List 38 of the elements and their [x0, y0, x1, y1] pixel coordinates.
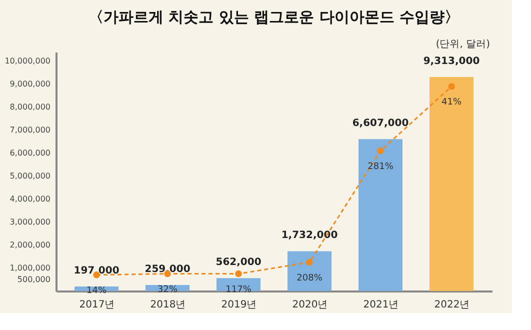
point: [306, 258, 313, 266]
x-tick-label: 2017년: [79, 300, 115, 310]
y-tick-label: 6,000,000: [10, 148, 50, 158]
data-label: 6,607,000: [352, 118, 409, 130]
x-tick-label: 2019년: [221, 300, 257, 310]
x-tick-label: 2020년: [292, 300, 328, 310]
annotation: 281%: [368, 162, 394, 172]
point: [448, 83, 455, 90]
y-tick-label: 10,000,000: [4, 56, 50, 66]
y-tick-label: 9,000,000: [10, 80, 50, 89]
y-tick-label: 7,000,000: [10, 126, 50, 135]
bar: [358, 139, 402, 291]
x-tick-label: 2021년: [363, 300, 399, 310]
text: (단위, 달러): [436, 39, 490, 50]
data-label: 562,000: [216, 257, 262, 268]
annotation: 41%: [441, 97, 462, 108]
y-tick-label: 8,000,000: [10, 102, 50, 112]
y-tick-label: 1,000,000: [10, 264, 50, 273]
data-label: 1,732,000: [281, 230, 338, 242]
y-tick-label: 2,000,000: [10, 240, 50, 250]
y-tick-label: 5,000,000: [10, 172, 50, 181]
bar: [288, 251, 332, 291]
data-label: 9,313,000: [423, 56, 480, 67]
y-tick-label: 500,000: [17, 275, 50, 284]
point: [377, 147, 384, 154]
x-tick-label: 2018년: [150, 300, 186, 310]
point: [235, 270, 242, 278]
data-label: 197,000: [74, 265, 120, 276]
data-label: 259,000: [144, 264, 190, 276]
annotation: 208%: [296, 273, 323, 284]
annotation: 117%: [226, 284, 252, 295]
annotation: 32%: [157, 284, 178, 295]
y-tick-label: 4,000,000: [10, 194, 50, 204]
bar: [216, 278, 260, 291]
x-tick-label: 2022년: [434, 300, 470, 310]
chart-title: 〈가파르게 치솟고 있는 랩그로운 다이아몬드 수입량〉: [88, 8, 460, 26]
y-tick-label: 3,000,000: [10, 218, 50, 227]
bar: [430, 76, 474, 291]
